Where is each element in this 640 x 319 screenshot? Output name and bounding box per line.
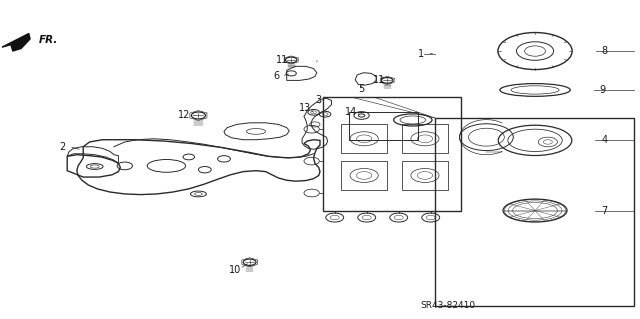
Text: 9: 9 [600, 85, 606, 95]
Bar [402, 124, 448, 153]
Bar [402, 161, 448, 190]
Bar [341, 161, 387, 190]
Text: 2: 2 [60, 142, 66, 152]
Text: 14: 14 [344, 107, 357, 117]
Polygon shape [2, 33, 30, 51]
Bar [323, 97, 461, 211]
Text: 7: 7 [602, 205, 608, 216]
Bar [349, 112, 418, 140]
Text: FR.: FR. [38, 35, 58, 45]
Text: 8: 8 [602, 46, 608, 56]
Bar [435, 118, 634, 306]
Text: 4: 4 [602, 135, 608, 145]
Text: 1: 1 [418, 48, 424, 59]
Bar [341, 124, 387, 153]
Text: 10: 10 [229, 264, 242, 275]
Text: SR43-82410: SR43-82410 [420, 301, 476, 310]
Text: 11: 11 [372, 75, 385, 85]
Text: 12: 12 [178, 110, 191, 121]
Text: 13: 13 [298, 103, 311, 114]
Text: 6: 6 [273, 71, 280, 81]
Text: 11: 11 [275, 55, 288, 65]
Text: 5: 5 [358, 84, 365, 94]
Text: 3: 3 [316, 94, 322, 105]
